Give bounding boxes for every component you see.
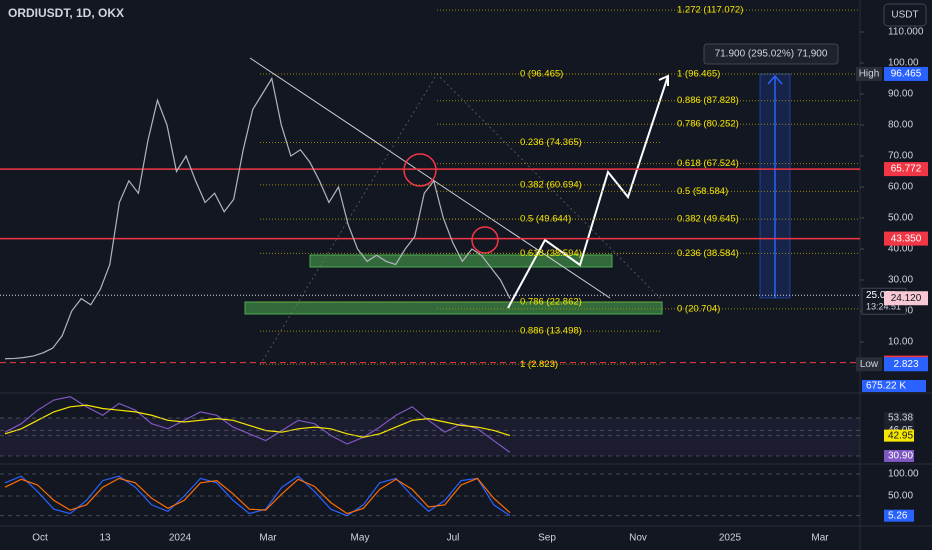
tag-caption: High [859, 69, 880, 80]
time-label: Sep [538, 533, 556, 544]
price-tag [884, 357, 928, 372]
price-tag [884, 231, 928, 246]
price-tick-label: 60.00 [888, 182, 913, 193]
fib-label: 0.382 (49.645) [677, 214, 739, 225]
time-label: Nov [629, 533, 647, 544]
pane-tag-label: 53.38 [888, 413, 913, 424]
time-label: Jul [447, 533, 460, 544]
price-tag-label: 43.350 [891, 233, 922, 244]
price-tick-label: 90.00 [888, 89, 913, 100]
fib-label: 0.618 (67.524) [677, 158, 739, 169]
currency-button[interactable]: USDT [891, 10, 918, 21]
fib-label: 1 (96.465) [677, 68, 720, 79]
price-tag [884, 162, 928, 177]
fib-label: 1.272 (117.072) [677, 5, 743, 16]
trendline [249, 57, 611, 299]
volume-label: 675.22 K [866, 381, 906, 392]
rsi-band [0, 418, 860, 456]
volume-tag [862, 380, 926, 392]
price-tick-label: 50.00 [888, 213, 913, 224]
pane-tag [884, 429, 914, 442]
rsi-ma-line [4, 404, 511, 438]
price-tick-label: 80.00 [888, 120, 913, 131]
fib-label: 0.5 (58.584) [677, 186, 728, 197]
price-tag-label: 65.772 [891, 164, 922, 175]
countdown: 13:24:51 [866, 302, 901, 312]
fib-label: 0.886 (87.828) [677, 95, 739, 106]
pane-tag-label: 100.00 [888, 469, 919, 480]
pane-tag [884, 412, 914, 424]
price-line [4, 76, 511, 360]
pane-tag-label: 30.90 [888, 451, 913, 462]
time-label: 2025 [719, 533, 742, 544]
current-price-label: 25.079 [866, 290, 897, 301]
price-tag-label: 24.120 [891, 293, 922, 304]
time-label: 13 [99, 533, 111, 544]
fib-label: 0 (20.704) [677, 303, 720, 314]
highlight-circle [403, 153, 437, 187]
price-tag-label: 96.465 [891, 69, 922, 80]
projection-arrow-head [658, 74, 669, 86]
support-zone [309, 254, 613, 268]
fib-label: 0.886 (13.498) [520, 326, 582, 337]
pane-tag-label: 50.00 [888, 491, 913, 502]
fib-label: 0.236 (38.584) [677, 248, 739, 259]
price-tick-label: 110.000 [888, 27, 924, 38]
tag-caption-bg [856, 357, 882, 372]
price-tag-label: 2.823 [893, 359, 918, 370]
time-label: Oct [32, 533, 48, 544]
pane-tag [884, 449, 914, 462]
support-zone [244, 301, 663, 315]
price-tick-label: 40.00 [888, 244, 913, 255]
price-tick-label: 70.00 [888, 151, 913, 162]
tag-caption: Low [860, 359, 879, 370]
tag-caption-bg [856, 66, 882, 81]
price-tick-label: 100.00 [888, 58, 919, 69]
measure-tooltip [703, 43, 839, 65]
fib-label: 0.786 (22.862) [520, 297, 582, 308]
price-tick-label: 30.00 [888, 275, 913, 286]
projection-path [507, 75, 669, 309]
fib-label: 0.786 (80.252) [677, 119, 739, 130]
symbol-title: ORDIUSDT, 1D, OKX [8, 6, 124, 20]
pane-tag [884, 509, 914, 522]
price-tick-label: 10.00 [888, 337, 913, 348]
price-tag [884, 66, 928, 81]
fib-label: 0.382 (60.694) [520, 179, 582, 190]
price-tag [884, 291, 928, 306]
currency-button-bg[interactable] [883, 3, 927, 27]
stoch-k-line [4, 475, 511, 517]
measure-label: 71.900 (295.02%) 71,900 [715, 49, 828, 60]
fib-label: 1 (2.823) [520, 359, 558, 370]
stoch-d-line [4, 477, 511, 515]
time-label: Mar [811, 533, 829, 544]
pane-tag-label: 42.95 [888, 430, 913, 441]
time-label: May [351, 533, 370, 544]
fib-label: 0.236 (74.365) [520, 137, 582, 148]
pane-tag-label: 5.26 [888, 510, 908, 521]
fib-label: 0.618 (38.594) [520, 248, 582, 259]
pane-tag [884, 468, 914, 480]
time-label: Mar [259, 533, 277, 544]
time-label: 2024 [169, 533, 192, 544]
pane-tag [884, 490, 914, 502]
measure-arrow-head [767, 74, 783, 85]
fib-label: 0 (96.465) [520, 68, 563, 79]
